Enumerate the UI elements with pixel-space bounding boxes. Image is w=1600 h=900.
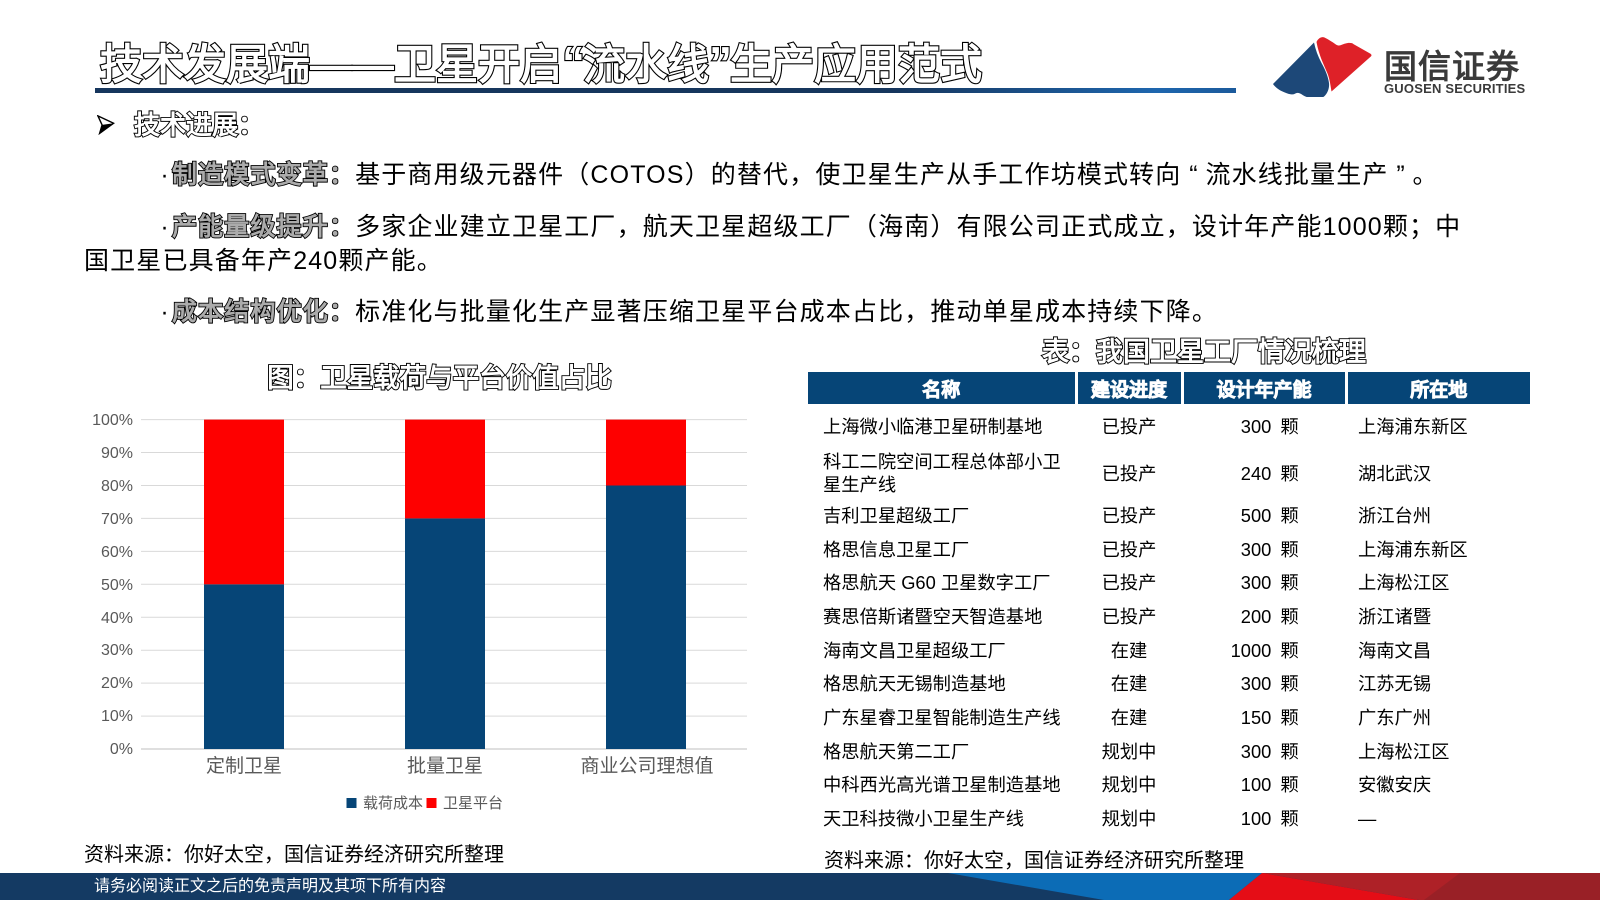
svg-text:0%: 0%	[110, 741, 133, 758]
svg-text:商业公司理想值: 商业公司理想值	[580, 755, 713, 777]
svg-text:载荷成本: 载荷成本	[363, 795, 423, 812]
svg-text:30%: 30%	[101, 642, 133, 659]
svg-text:10%: 10%	[101, 708, 133, 725]
svg-text:定制卫星: 定制卫星	[206, 755, 282, 777]
svg-text:70%: 70%	[101, 511, 133, 528]
svg-text:80%: 80%	[101, 478, 133, 495]
svg-text:40%: 40%	[101, 610, 133, 627]
svg-text:50%: 50%	[101, 577, 133, 594]
svg-text:卫星平台: 卫星平台	[443, 795, 503, 812]
svg-text:100%: 100%	[92, 412, 133, 429]
svg-text:90%: 90%	[101, 445, 133, 462]
svg-text:60%: 60%	[101, 544, 133, 561]
svg-text:批量卫星: 批量卫星	[407, 755, 483, 777]
svg-text:20%: 20%	[101, 675, 133, 692]
